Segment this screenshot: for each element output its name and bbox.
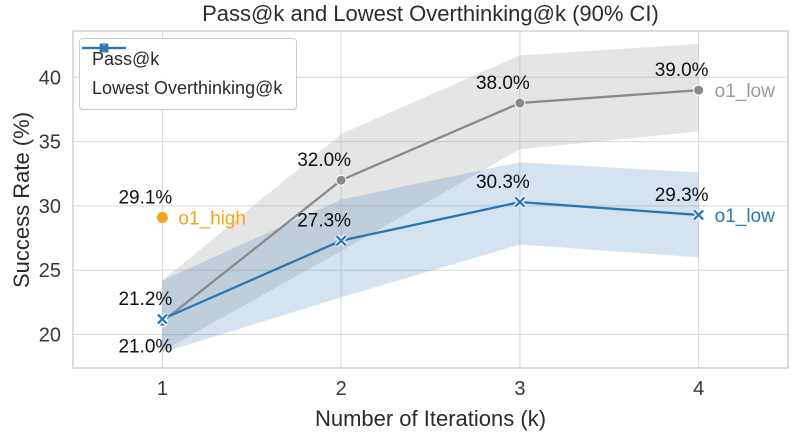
series-line (161, 200, 699, 321)
x-tick-label: 3 (514, 378, 525, 400)
y-axis-label: Success Rate (%) (9, 111, 34, 289)
point-value-label: 38.0% (476, 73, 530, 94)
chart-title: Pass@k and Lowest Overthinking@k (90% CI… (202, 1, 659, 26)
y-tick-label: 25 (39, 260, 61, 282)
y-tick-label: 20 (39, 325, 61, 347)
extra-point-marker (156, 212, 168, 224)
extra-point-name-label: o1_high (178, 209, 246, 230)
y-tick-label: 30 (39, 196, 61, 218)
plot-border (72, 30, 789, 369)
y-tick-label: 35 (39, 132, 61, 154)
point-value-label: 39.0% (655, 60, 709, 81)
series-end-label: o1_low (715, 81, 775, 102)
x-marker (335, 235, 347, 246)
ci-band (162, 43, 699, 352)
x-axis-label: Number of Iterations (k) (314, 406, 547, 431)
circle-marker (335, 174, 347, 186)
series-line (161, 89, 699, 323)
circle-marker (514, 97, 526, 109)
x-tick-label: 4 (693, 378, 704, 400)
point-value-label: 21.2% (118, 289, 172, 310)
point-value-label: 32.0% (297, 150, 351, 171)
legend-line-x-icon (82, 43, 126, 53)
legend-item-lowest-overthinking: Lowest Overthinking@k (82, 43, 283, 103)
point-value-label: 29.1% (118, 188, 172, 209)
x-tick-label: 2 (336, 378, 347, 400)
point-value-label: 27.3% (297, 211, 351, 232)
circle-marker (693, 84, 705, 96)
x-tick-label: 1 (157, 378, 168, 400)
legend-x-marker-icon (99, 43, 109, 53)
point-value-label: 29.3% (655, 185, 709, 206)
legend-label-pass-at-k: Pass@k (92, 49, 160, 69)
legend: Pass@k Lowest Overthinking@k (79, 38, 298, 110)
point-value-label: 30.3% (476, 172, 530, 193)
series-end-label: o1_low (715, 206, 775, 227)
y-tick-label: 40 (39, 67, 61, 89)
x-marker (157, 313, 168, 325)
point-value-label: 21.0% (118, 337, 172, 358)
x-marker (693, 209, 704, 221)
legend-label-lowest-overthinking: Lowest Overthinking@k (92, 78, 283, 98)
ci-band (162, 162, 699, 353)
x-marker (514, 196, 526, 208)
